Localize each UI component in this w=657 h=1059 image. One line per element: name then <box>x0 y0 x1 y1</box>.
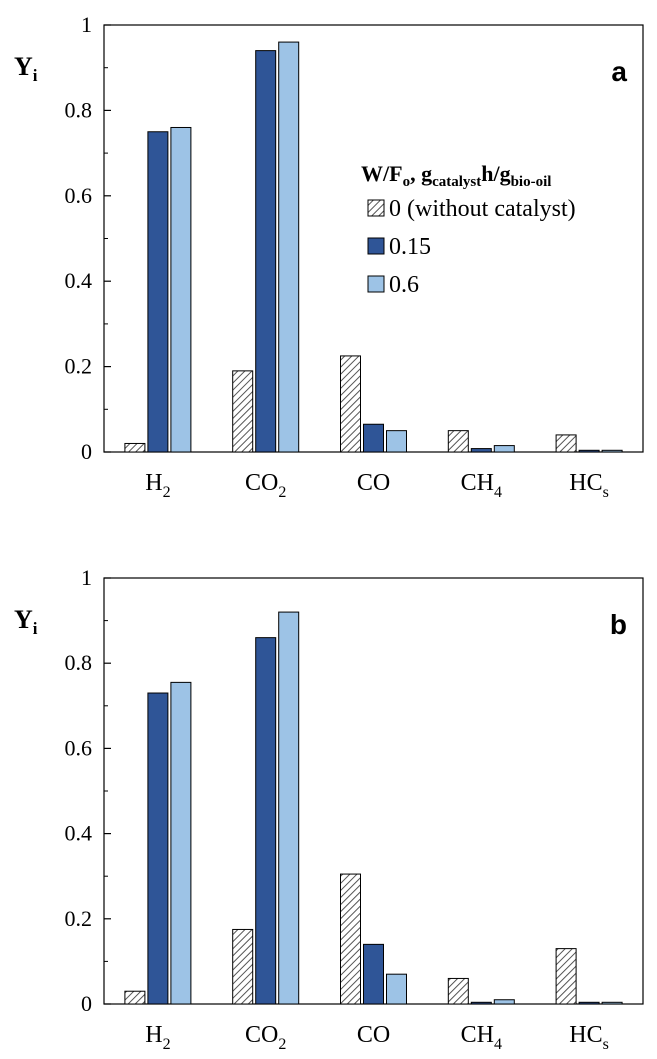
x-tick-label: CH4 <box>461 1022 502 1053</box>
bar <box>447 430 469 453</box>
bar <box>578 1001 600 1005</box>
bar <box>278 611 300 1005</box>
bar <box>470 1001 492 1005</box>
y-tick-label: 1 <box>81 565 92 590</box>
y-tick-label: 1 <box>81 12 92 37</box>
bar <box>232 928 254 1005</box>
bar <box>601 1001 623 1005</box>
x-tick-label: CO2 <box>245 470 286 501</box>
bar <box>124 990 146 1005</box>
bar <box>601 449 623 453</box>
bar <box>255 50 277 453</box>
bar <box>493 999 515 1005</box>
x-tick-label: CH4 <box>461 470 502 501</box>
bar <box>363 943 384 1005</box>
y-tick-label: 0.6 <box>65 183 93 208</box>
bar <box>170 126 192 453</box>
bar <box>147 692 169 1005</box>
bar <box>147 131 169 453</box>
x-tick-label: CO <box>357 1022 390 1048</box>
panel-letter: a <box>611 56 627 87</box>
y-tick-label: 0.2 <box>65 906 93 931</box>
bar <box>447 977 469 1005</box>
bar <box>386 430 407 453</box>
legend-swatch <box>367 199 385 217</box>
x-tick-label: H2 <box>145 1022 170 1053</box>
y-axis-label: Yi <box>14 605 38 638</box>
legend-label: 0.6 <box>389 272 419 298</box>
bar <box>278 41 300 453</box>
legend-swatch <box>367 275 385 293</box>
x-tick-label: CO2 <box>245 1022 286 1053</box>
legend-title: W/Fo, gcatalysth/gbio-oil <box>361 161 551 190</box>
y-tick-label: 0.4 <box>65 821 93 846</box>
bar <box>555 948 577 1005</box>
y-tick-label: 0.8 <box>65 97 93 122</box>
bar <box>255 637 277 1005</box>
bar <box>493 445 515 453</box>
x-tick-label: H2 <box>145 470 170 501</box>
x-tick-label: CO <box>357 470 390 496</box>
panel-letter: b <box>610 609 627 640</box>
bar <box>578 449 600 453</box>
y-tick-label: 0.8 <box>65 650 93 675</box>
legend-label: 0 (without catalyst) <box>389 196 576 222</box>
bar <box>232 370 254 453</box>
x-tick-label: HCs <box>569 1022 609 1053</box>
chart-panel-b: 0 0.2 0.4 0.6 0.8 1 Yi b H2 CO2 CO CH4 HCs <box>14 565 644 1053</box>
legend-label: 0.15 <box>389 234 431 260</box>
bar <box>470 448 492 453</box>
bar <box>363 423 384 453</box>
y-tick-label: 0.2 <box>65 354 93 379</box>
y-tick-label: 0.6 <box>65 735 93 760</box>
bar <box>124 442 146 453</box>
y-tick-label: 0.4 <box>65 268 93 293</box>
bar <box>340 873 361 1005</box>
y-tick-label: 0 <box>81 439 92 464</box>
legend-swatch <box>367 237 385 255</box>
bar <box>170 681 192 1005</box>
bar <box>555 434 577 453</box>
y-axis-label: Yi <box>14 52 38 85</box>
bar <box>386 973 407 1005</box>
chart-panel-a: 0 0.2 0.4 0.6 0.8 1 Yi a H2 CO2 CO CH4 HCs W/Fo, gcat… <box>14 12 644 501</box>
bar <box>340 355 361 453</box>
x-tick-label: HCs <box>569 470 609 501</box>
y-tick-label: 0 <box>81 991 92 1016</box>
legend: W/Fo, gcatalysth/gbio-oil 0 (without cata… <box>361 161 576 298</box>
